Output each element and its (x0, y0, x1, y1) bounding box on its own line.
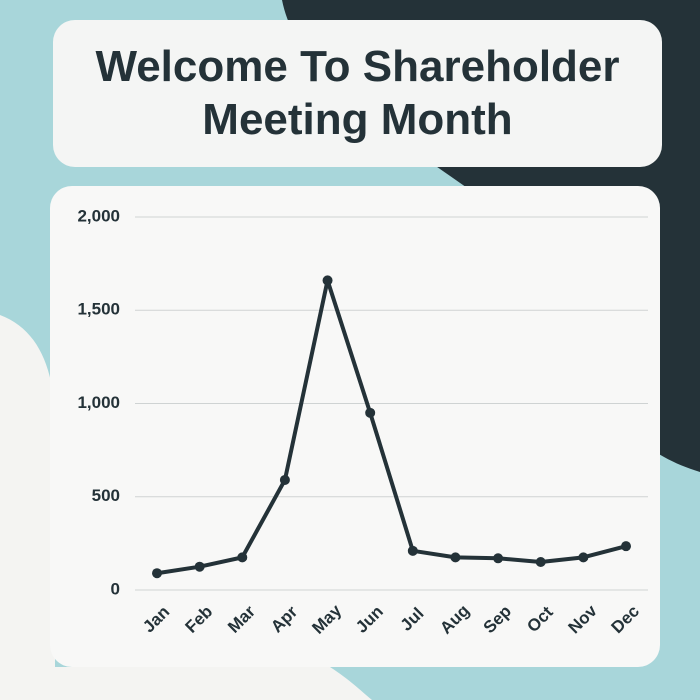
point (535, 557, 546, 568)
point (407, 545, 418, 556)
point (621, 541, 631, 552)
point (322, 275, 333, 286)
chart-title: Welcome To Shareholder Meeting Month (95, 41, 620, 144)
title-card (53, 20, 662, 167)
chart-card (50, 186, 660, 667)
y-tick-label: 500 (92, 486, 120, 505)
point (365, 407, 376, 418)
point (493, 553, 504, 564)
point (279, 474, 290, 485)
y-tick-label: 1,500 (77, 300, 120, 319)
point (450, 552, 461, 563)
y-tick-label: 0 (111, 579, 120, 598)
line (156, 278, 627, 576)
y-tick-label: 1,000 (77, 393, 120, 412)
y-tick-label: 2,000 (77, 206, 120, 225)
point (578, 552, 589, 563)
point (237, 552, 248, 563)
decor-shape (0, 315, 372, 700)
point (194, 561, 205, 572)
point (152, 568, 162, 579)
